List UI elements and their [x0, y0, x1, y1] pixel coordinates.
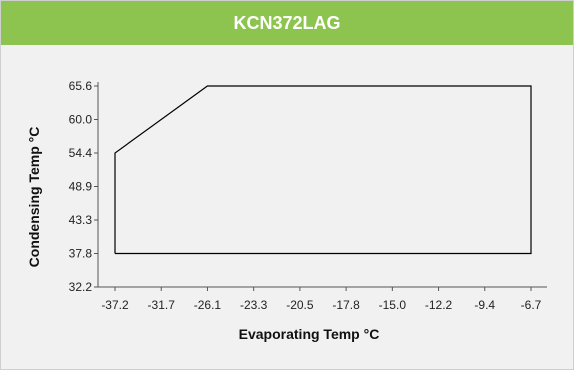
plot-area: 32.2 37.8 43.3 48.9 54.4 60.0 65.6 -37.2 -31.7-… [1, 45, 573, 369]
y-axis-title: Condensing Temp °C [26, 127, 42, 268]
y-tick-label: 65.6 [69, 79, 93, 93]
y-tick-label: 54.4 [69, 146, 93, 160]
y-tick-label: 60.0 [69, 113, 93, 127]
x-tick-label: -9.4 [474, 298, 495, 312]
x-tick-label: -31.7 [148, 298, 176, 312]
y-tick-label: 43.3 [69, 213, 93, 227]
chart-title: KCN372LAG [1, 1, 573, 45]
x-tick-label: -23.3 [240, 298, 268, 312]
x-tick-label: -12.2 [425, 298, 453, 312]
x-tick-label: -20.5 [286, 298, 314, 312]
chart-svg: 32.237.843.348.954.460.065.6 -37.2 -31.7-… [26, 79, 547, 342]
y-tick-label: 37.8 [69, 247, 93, 261]
series-layer [114, 85, 532, 255]
x-tick-label: -37.2 [101, 298, 129, 312]
x-tick-label: -6.7 [521, 298, 542, 312]
y-ticks: 32.2 37.8 43.3 48.9 54.4 60.0 65.6 [69, 79, 98, 294]
x-ticks: -37.2 -31.7 -26.1 -23.3 -20.5 -17.8 -15.0 -12.2… [101, 287, 542, 312]
axes [97, 82, 547, 288]
operating-envelope-line [114, 85, 532, 255]
x-tick-label: -17.8 [332, 298, 360, 312]
x-tick-label: -15.0 [379, 298, 407, 312]
x-tick-label: -26.1 [194, 298, 222, 312]
y-tick-label: 48.9 [69, 180, 93, 194]
x-axis-title: Evaporating Temp °C [239, 326, 380, 342]
y-tick-label: 32.2 [69, 280, 93, 294]
